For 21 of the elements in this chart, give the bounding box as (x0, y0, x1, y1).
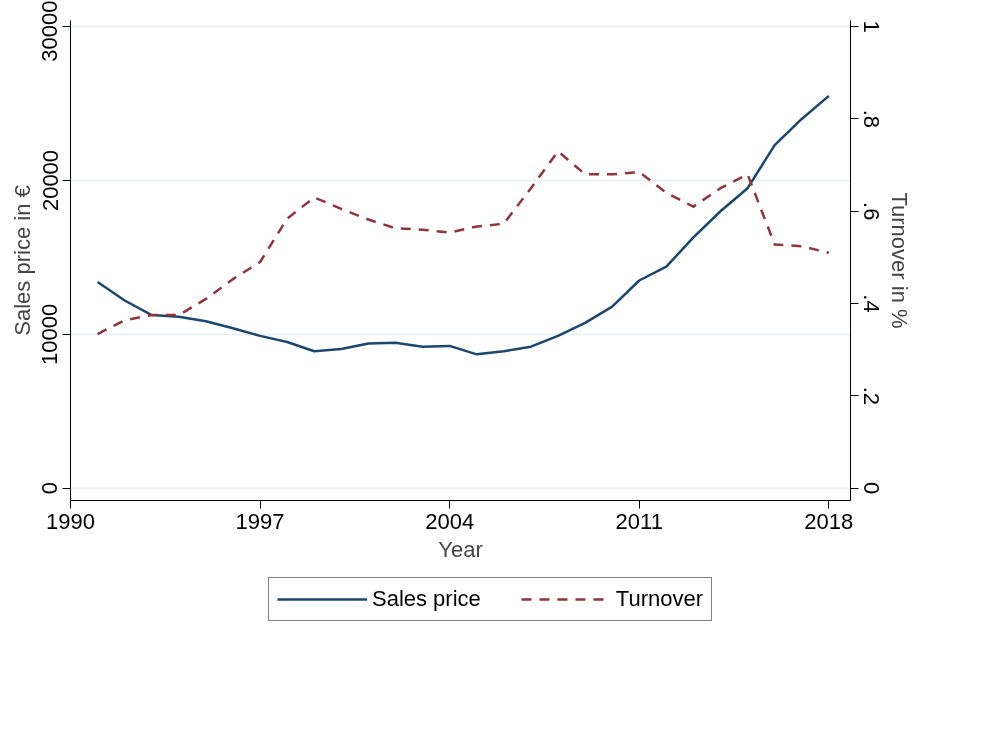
x-axis-title: Year (438, 536, 483, 562)
y2-tick-label: .6 (858, 202, 884, 221)
y2-tick-label: .8 (858, 109, 884, 129)
y-axis-title: Sales price in € (9, 185, 35, 336)
x-tick-label: 1997 (235, 508, 285, 534)
x-tick-label: 1990 (46, 508, 95, 534)
y-tick-label: 0 (37, 482, 63, 495)
x-tick-label: 2018 (804, 508, 854, 534)
legend-label: Sales price (371, 586, 481, 612)
x-tick-label: 2011 (615, 508, 663, 534)
y2-tick-label: 0 (858, 482, 884, 495)
x-tick-label: 2004 (425, 508, 475, 534)
line-series (96, 150, 831, 336)
y-tick-label: 10000 (37, 303, 63, 365)
y2-tick-label: .2 (858, 386, 884, 406)
y2-tick-label: 1 (858, 20, 884, 33)
y-tick-label: 30000 (37, 0, 63, 62)
y-tick-label: 20000 (37, 149, 63, 212)
y2-tick-label: .4 (858, 294, 884, 313)
y2-axis-title: Turnover in % (886, 192, 912, 329)
legend-label: Turnover (615, 586, 704, 612)
